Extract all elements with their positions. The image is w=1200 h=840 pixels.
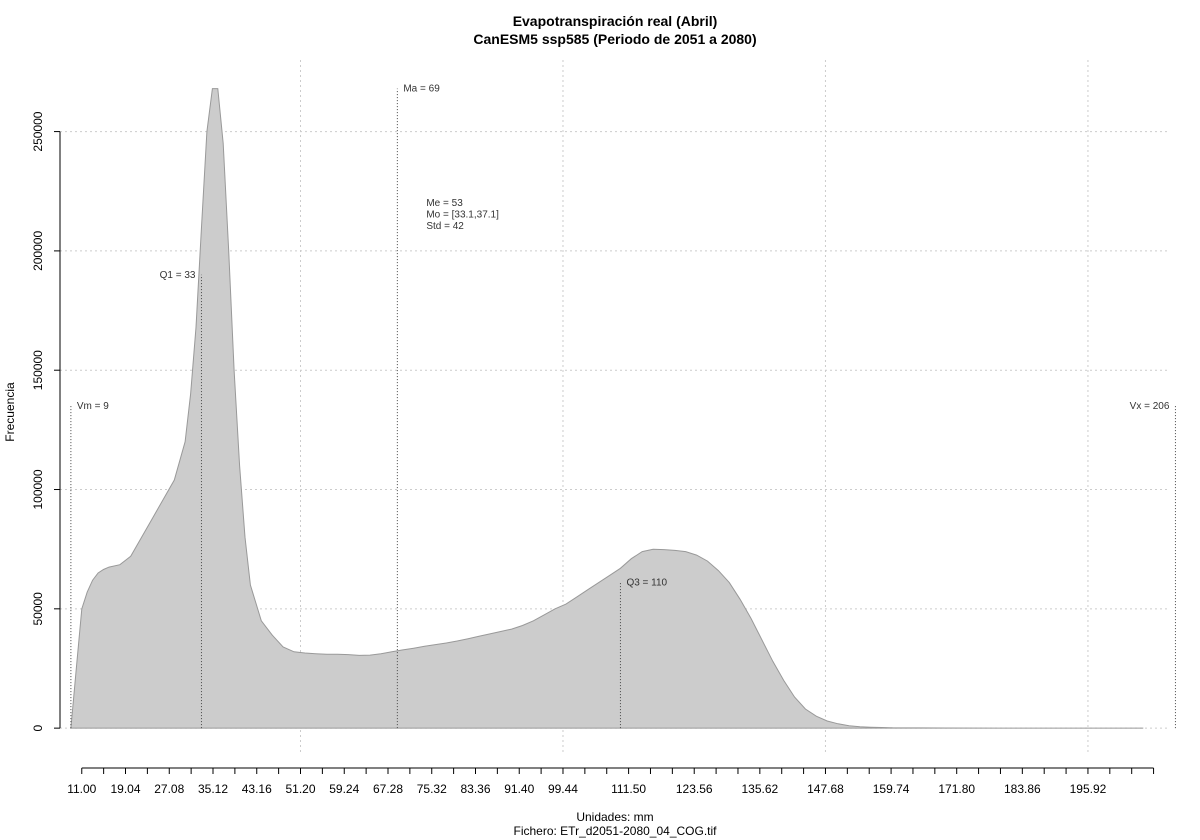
x-tick-label: 91.40: [504, 782, 534, 796]
y-tick-label: 150000: [31, 350, 45, 390]
stat-label: Vx = 206: [1130, 401, 1170, 412]
stat-label: Q3 = 110: [626, 578, 667, 589]
x-tick-label: 111.50: [611, 782, 646, 796]
x-tick-label: 59.24: [329, 782, 359, 796]
stat-summary: Mo = [33.1,37.1]: [426, 210, 499, 221]
y-axis-label: Frecuencia: [3, 382, 17, 442]
stat-summary: Me = 53: [426, 198, 463, 209]
y-tick-label: 50000: [31, 592, 45, 626]
x-tick-label: 27.08: [154, 782, 184, 796]
stat-label: Ma = 69: [403, 84, 440, 95]
stat-label: Q1 = 33: [160, 270, 196, 281]
stat-label: Vm = 9: [77, 401, 109, 412]
chart-subtitle: CanESM5 ssp585 (Periodo de 2051 a 2080): [473, 31, 757, 47]
y-tick-label: 250000: [31, 111, 45, 151]
x-tick-label: 147.68: [807, 782, 844, 796]
y-tick-label: 200000: [31, 231, 45, 271]
x-tick-label: 43.16: [242, 782, 272, 796]
x-tick-label: 195.92: [1070, 782, 1107, 796]
file-label: Fichero: ETr_d2051-2080_04_COG.tif: [513, 824, 717, 838]
y-tick-label: 0: [31, 724, 45, 731]
x-tick-label: 183.86: [1004, 782, 1041, 796]
density-area: [70, 88, 1144, 729]
x-tick-label: 11.00: [67, 782, 96, 796]
x-axis-label: Unidades: mm: [576, 810, 654, 824]
x-tick-label: 135.62: [741, 782, 778, 796]
x-tick-label: 171.80: [938, 782, 975, 796]
x-tick-label: 83.36: [460, 782, 490, 796]
chart-title: Evapotranspiración real (Abril): [512, 13, 718, 29]
x-tick-label: 75.32: [417, 782, 447, 796]
x-tick-label: 159.74: [873, 782, 910, 796]
stat-summary: Std = 42: [426, 221, 464, 232]
x-tick-label: 19.04: [110, 782, 140, 796]
x-tick-label: 51.20: [285, 782, 315, 796]
y-tick-label: 100000: [31, 469, 45, 509]
x-tick-label: 99.44: [548, 782, 578, 796]
x-tick-label: 123.56: [676, 782, 713, 796]
x-tick-label: 35.12: [198, 782, 228, 796]
x-tick-label: 67.28: [373, 782, 403, 796]
